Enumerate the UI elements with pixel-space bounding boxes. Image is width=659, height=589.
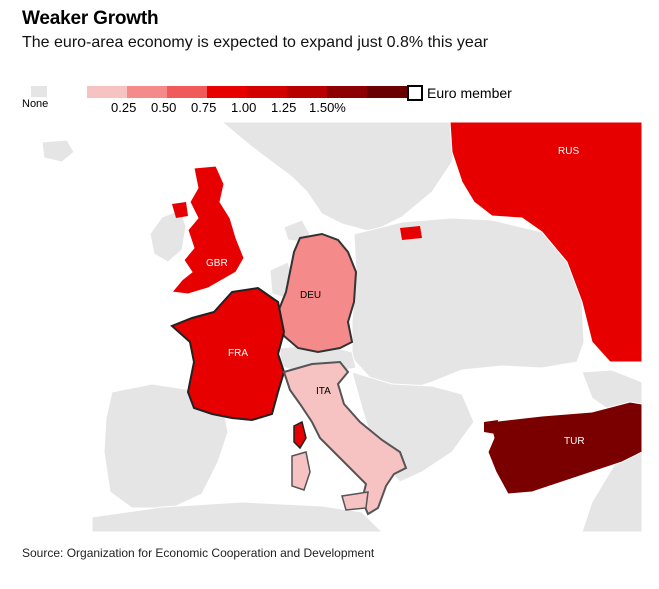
country-ita — [282, 360, 408, 516]
caucasus-shape — [581, 369, 642, 413]
legend-swatch — [287, 86, 327, 98]
euro-member-swatch — [407, 85, 423, 101]
label-fra: FRA — [228, 348, 248, 359]
label-deu: DEU — [300, 290, 321, 301]
chart-subtitle: The euro-area economy is expected to exp… — [22, 34, 489, 51]
eastern-europe-shape — [351, 217, 585, 393]
legend-swatch — [87, 86, 127, 98]
legend-tick: 1.00 — [231, 100, 257, 115]
label-rus: RUS — [558, 146, 579, 157]
legend-tick: 0.75 — [191, 100, 217, 115]
country-fra-corsica — [293, 420, 307, 450]
legend-swatch — [167, 86, 207, 98]
legend-swatch — [127, 86, 167, 98]
label-ita: ITA — [316, 386, 331, 397]
legend-tick: 1.50% — [309, 100, 346, 115]
label-gbr: GBR — [206, 258, 228, 269]
other-land — [41, 122, 642, 532]
country-gbr — [171, 165, 245, 295]
legend-tick: 1.25 — [271, 100, 297, 115]
country-gbr-ni — [172, 202, 188, 218]
euro-member-label: Euro member — [427, 85, 512, 101]
scandinavia-shape — [221, 122, 463, 233]
black-sea — [462, 372, 582, 426]
country-ita-sicily — [341, 491, 369, 511]
legend-swatch — [327, 86, 367, 98]
europe-map: RUS GBR DEU FRA ITA TUR — [22, 122, 642, 532]
country-fra — [170, 286, 286, 422]
country-tur — [487, 401, 642, 495]
country-deu — [276, 232, 358, 354]
country-ita-sardinia — [291, 451, 311, 491]
chart-title: Weaker Growth — [22, 8, 159, 29]
source-note: Source: Organization for Economic Cooper… — [22, 546, 375, 560]
legend-none-swatch — [31, 86, 47, 97]
legend-swatch — [207, 86, 247, 98]
legend-color-scale — [87, 86, 407, 98]
country-rus — [449, 122, 642, 363]
country-tur-thrace — [484, 420, 498, 434]
legend-swatch — [247, 86, 287, 98]
label-tur: TUR — [564, 436, 585, 447]
land-fragment — [41, 139, 75, 163]
legend-tick: 0.25 — [111, 100, 137, 115]
legend-swatch — [367, 86, 407, 98]
country-rus-exclave — [400, 226, 422, 240]
north-africa-shape — [91, 501, 383, 532]
legend-none-label: None — [22, 98, 49, 110]
legend-tick: 0.50 — [151, 100, 177, 115]
